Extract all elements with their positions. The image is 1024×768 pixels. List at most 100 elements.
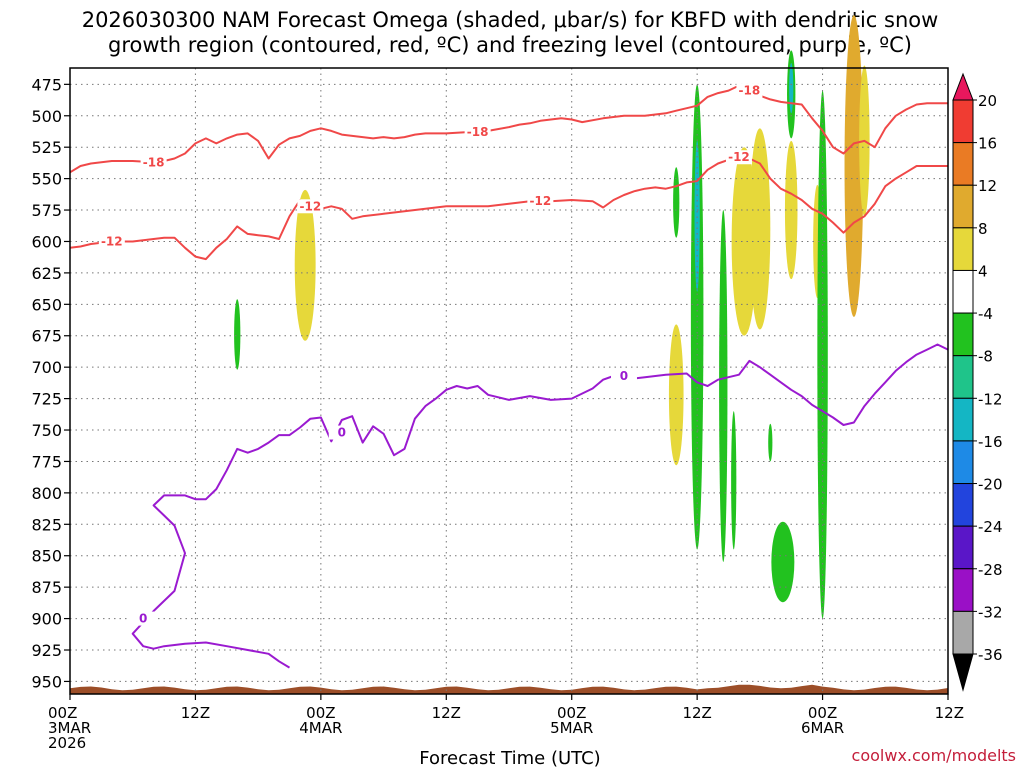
colorbar-label: -12 xyxy=(978,390,1003,408)
y-tick-label: 900 xyxy=(31,610,62,629)
omega-region-5 xyxy=(694,140,700,292)
y-tick-label: 775 xyxy=(31,452,62,471)
x-tick-label: 4MAR xyxy=(299,719,342,737)
colorbar-label: -8 xyxy=(978,348,993,366)
y-tick-label: 725 xyxy=(31,390,62,409)
y-tick-label: 750 xyxy=(31,421,62,440)
contour-line--12 xyxy=(69,156,948,261)
x-tick-label: 3MAR xyxy=(48,719,91,737)
x-tick-label: 00Z xyxy=(48,704,77,722)
y-tick-label: 800 xyxy=(31,484,62,503)
contour-label: 0 xyxy=(338,426,346,440)
colorbar-bin xyxy=(952,568,974,612)
contour-label-bg xyxy=(610,368,637,383)
omega-region-1 xyxy=(234,299,241,370)
ground-surface xyxy=(70,684,948,694)
omega-region-17 xyxy=(844,15,864,317)
colorbar-bottom-arrow xyxy=(952,653,974,692)
colorbar-bin xyxy=(952,269,974,314)
colorbar-label: 4 xyxy=(978,262,988,280)
contour-label: 0 xyxy=(620,369,628,383)
y-tick-label: 550 xyxy=(31,170,62,189)
chart-title-line2: growth region (contoured, red, ºC) and f… xyxy=(108,33,912,57)
x-tick-label: 12Z xyxy=(682,704,711,722)
colorbar-bin xyxy=(952,227,974,271)
x-tick-label: 12Z xyxy=(935,704,964,722)
contour-label-bg xyxy=(725,150,752,165)
omega-region-6 xyxy=(719,210,728,563)
colorbar-label: -36 xyxy=(978,646,1003,664)
colorbar-bin xyxy=(952,355,974,399)
x-tick-label: 2026 xyxy=(48,734,86,752)
x-tick-label: 5MAR xyxy=(550,719,593,737)
contour-label: -18 xyxy=(143,155,165,169)
colorbar-label: 8 xyxy=(978,220,988,238)
x-tick-label: 12Z xyxy=(181,704,210,722)
y-tick-label: 850 xyxy=(31,547,62,566)
colorbar-bin xyxy=(952,525,974,570)
colorbar-label: -28 xyxy=(978,561,1003,579)
contour-label: -12 xyxy=(101,234,123,248)
contours: -18 -18 -18 -12 -12 -12 -12 0 0 0 xyxy=(69,83,949,669)
colorbar-bin xyxy=(952,397,974,442)
contour-line--18 xyxy=(69,84,948,174)
colorbar-bin xyxy=(952,312,974,357)
colorbar-label: -20 xyxy=(978,476,1003,494)
contour-label-bg xyxy=(464,125,491,140)
contour-label: -12 xyxy=(300,199,322,213)
contour-label: -18 xyxy=(739,84,761,98)
y-tick-label: 525 xyxy=(31,138,62,157)
y-tick-label: 950 xyxy=(31,672,62,691)
colorbar-bin xyxy=(952,610,974,655)
contour-label: -12 xyxy=(530,194,552,208)
x-tick-label: 12Z xyxy=(432,704,461,722)
chart-title-line1: 2026030300 NAM Forecast Omega (shaded, μ… xyxy=(82,8,939,32)
y-tick-label: 625 xyxy=(31,264,62,283)
omega-region-3 xyxy=(673,167,680,238)
colorbar-bin xyxy=(952,184,974,229)
omega-shading xyxy=(234,15,870,619)
omega-region-13 xyxy=(789,62,794,114)
contour-label: 0 xyxy=(139,612,147,626)
gridlines xyxy=(69,68,949,694)
x-tick-label: 6MAR xyxy=(801,719,844,737)
y-tick-label: 475 xyxy=(31,75,62,94)
y-tick-label: 925 xyxy=(31,641,62,660)
omega-region-2 xyxy=(668,324,684,466)
y-tick-label: 700 xyxy=(31,358,62,377)
y-tick-label: 875 xyxy=(31,578,62,597)
x-axis-title: Forecast Time (UTC) xyxy=(419,748,600,768)
colorbar-top-arrow xyxy=(952,72,974,101)
contour-label: -18 xyxy=(467,125,489,139)
omega-region-0 xyxy=(294,189,316,341)
colorbar-label: -24 xyxy=(978,518,1003,536)
colorbar-label: 16 xyxy=(978,135,997,153)
x-tick-label: 00Z xyxy=(306,704,335,722)
colorbar-label: -4 xyxy=(978,305,993,323)
colorbar-label: 12 xyxy=(978,177,997,195)
contour-label: -12 xyxy=(728,150,750,164)
plot-frame xyxy=(69,67,949,695)
y-tick-label: 600 xyxy=(31,232,62,251)
colorbar-label: -32 xyxy=(978,603,1003,621)
contour-label-bg xyxy=(527,194,554,209)
colorbar: 20 16 12 8 4 -4 -8 -12 -16 -20 -24 -28 -32 -36 xyxy=(952,72,1003,692)
omega-region-9 xyxy=(749,128,771,330)
x-tick-label: 00Z xyxy=(557,704,586,722)
colorbar-bin xyxy=(952,142,974,186)
omega-region-7 xyxy=(731,411,737,550)
colorbar-label: 20 xyxy=(978,92,997,110)
contour-label-bg xyxy=(297,199,324,214)
x-tick-label: 00Z xyxy=(808,704,837,722)
colorbar-bin xyxy=(952,440,974,485)
omega-region-14 xyxy=(768,423,773,462)
colorbar-bin xyxy=(952,99,974,144)
omega-region-15 xyxy=(771,521,795,603)
contour-label-bg xyxy=(328,425,355,440)
y-tick-label: 675 xyxy=(31,327,62,346)
y-tick-label: 500 xyxy=(31,107,62,126)
credit-text: coolwx.com/modelts xyxy=(852,746,1016,765)
contour-label-bg xyxy=(140,155,167,170)
